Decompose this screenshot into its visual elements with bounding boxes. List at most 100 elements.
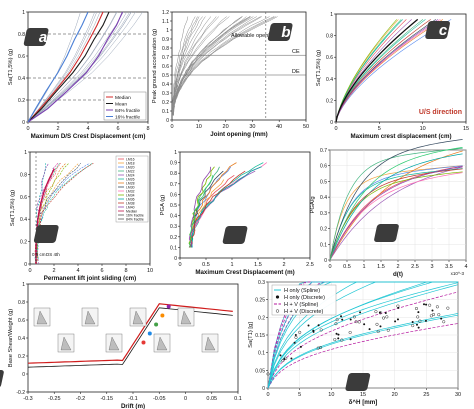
record-curve xyxy=(329,147,463,261)
discrete-point xyxy=(333,338,337,342)
discrete-point xyxy=(319,328,323,332)
record-curve xyxy=(27,11,124,123)
series-line xyxy=(27,11,124,123)
record-curve xyxy=(188,170,246,248)
x-axis-label: Maximum D/S Crest Displacement (cm) xyxy=(31,133,146,140)
discrete-point xyxy=(446,306,450,310)
y-tick-label: 0 xyxy=(330,120,333,126)
damage-state-marker xyxy=(141,340,146,345)
discrete-point xyxy=(375,322,379,326)
y-tick-label: 0.7 xyxy=(162,55,169,61)
dam-section-icon xyxy=(60,336,72,351)
allowable-opening-label: Allowable opening xyxy=(231,33,276,39)
discrete-point xyxy=(352,315,356,319)
y-tick-label: 0.8 xyxy=(20,172,27,178)
y-tick-label: 0.8 xyxy=(326,34,333,40)
x-tick-label: 40 xyxy=(276,124,282,130)
discrete-point xyxy=(340,315,343,318)
x-scale-label: x10^-3 xyxy=(451,271,465,276)
discrete-point xyxy=(418,319,422,323)
discrete-point xyxy=(357,320,361,324)
y-tick-label: 0.2 xyxy=(170,235,177,241)
y-tick-label: 0.2 xyxy=(18,98,25,104)
legend-swatch xyxy=(275,309,280,313)
x-axis-label: d(t) xyxy=(393,271,403,278)
record-curve xyxy=(27,11,118,123)
panel-badge-background xyxy=(33,225,59,243)
panel-badge-g: g xyxy=(0,370,76,388)
legend-label: LM22 xyxy=(126,169,135,173)
panel-h: 0 5 10 15 20 25 30 0 0.05 0.1 0.15 0.2 0.25 0.3 δ^H [m… xyxy=(248,280,461,406)
discrete-point xyxy=(422,303,425,306)
x-tick-label: 8 xyxy=(124,268,127,274)
y-tick-label: 0.4 xyxy=(18,336,25,342)
discrete-point xyxy=(396,318,399,321)
dam-section-icon xyxy=(204,336,216,351)
x-tick-label: 1.5 xyxy=(254,262,262,268)
panel-badge-letter: b xyxy=(281,24,290,41)
y-axis-label: Sa(T1) [g] xyxy=(248,322,254,348)
y-tick-label: 0.6 xyxy=(170,192,177,198)
y-tick-label: 0.7 xyxy=(170,182,177,188)
x-tick-label: 0 xyxy=(178,262,181,268)
x-tick-label: -0.05 xyxy=(153,396,166,402)
record-curve xyxy=(335,19,439,123)
discrete-point xyxy=(442,320,446,324)
y-tick-label: 0.2 xyxy=(20,240,27,246)
panel-badge-c: c xyxy=(425,21,450,39)
y-axis-label: Sa(T1,5%) (g) xyxy=(316,50,322,86)
y-tick-label: 0.6 xyxy=(18,318,25,324)
x-axis-label: Permanent lift joint sliding (cm) xyxy=(44,275,136,282)
record-curve xyxy=(27,11,81,123)
legend-label: LM36 xyxy=(126,197,135,201)
x-tick-label: 0 xyxy=(334,126,337,132)
x-tick-label: 0 xyxy=(170,124,173,130)
y-tick-label: 0 xyxy=(166,118,169,124)
legend-label: LM24 xyxy=(126,173,135,177)
damage-state-marker xyxy=(160,313,165,318)
record-curve xyxy=(27,11,136,123)
discrete-point xyxy=(416,315,420,319)
discrete-point xyxy=(335,318,339,322)
y-tick-label: 0 xyxy=(324,258,327,264)
y-tick-label: 0.1 xyxy=(320,242,327,248)
plot-frame xyxy=(179,151,311,259)
y-tick-label: 0.1 xyxy=(258,351,265,357)
y-tick-label: 1 xyxy=(24,150,27,156)
discrete-point xyxy=(293,341,296,344)
x-tick-label: 20 xyxy=(392,392,398,398)
legend-label: LM34 xyxy=(126,193,135,197)
y-tick-label: 0 xyxy=(262,386,265,392)
record-curve xyxy=(329,166,463,261)
y-axis-label: Peak ground acceleration (g) xyxy=(152,29,158,104)
panel-badge-letter: e xyxy=(280,227,288,244)
y-tick-label: 0.6 xyxy=(18,54,25,60)
discrete-point xyxy=(425,303,428,306)
panel-badge-letter: g xyxy=(65,371,75,388)
y-tick-label: 0.2 xyxy=(162,100,169,106)
y-tick-label: 0.3 xyxy=(320,211,327,217)
x-tick-label: 4 xyxy=(86,126,89,132)
x-tick-label: 2 xyxy=(52,268,55,274)
x-tick-label: 0 xyxy=(184,396,187,402)
x-tick-label: 2.5 xyxy=(411,264,419,270)
y-tick-label: 0.8 xyxy=(18,300,25,306)
discrete-point xyxy=(429,314,433,318)
record-curve xyxy=(335,19,452,123)
discrete-point xyxy=(279,354,282,357)
x-tick-label: -0.15 xyxy=(100,396,113,402)
y-tick-label: -0.2 xyxy=(16,390,25,396)
discrete-point xyxy=(335,332,338,335)
legend-label: 84% fractile xyxy=(115,108,140,114)
record-curve xyxy=(329,153,463,261)
x-tick-label: 0.5 xyxy=(202,262,210,268)
discrete-point xyxy=(431,309,434,312)
y-tick-label: 1 xyxy=(166,28,169,34)
y-axis-label: Sa(T1,5%) (g) xyxy=(10,190,16,226)
discrete-point xyxy=(378,311,381,314)
x-tick-label: 0 xyxy=(266,392,269,398)
y-tick-label: 0.2 xyxy=(326,98,333,104)
discrete-point xyxy=(334,322,338,326)
fragility-curve xyxy=(267,281,458,389)
